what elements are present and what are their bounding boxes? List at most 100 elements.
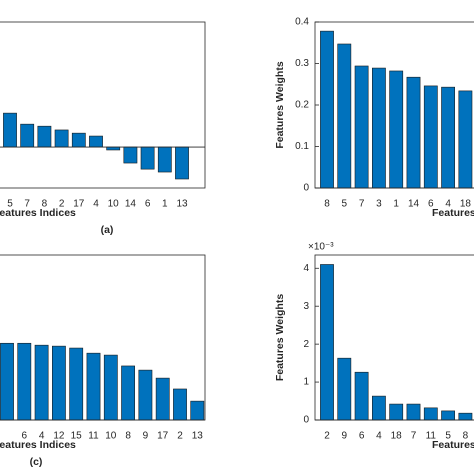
- x-tick-label: 8: [125, 431, 131, 442]
- bar: [89, 135, 103, 148]
- x-tick-label: 7: [411, 431, 417, 442]
- x-tick-label: 2: [324, 431, 330, 442]
- x-tick-label: 4: [39, 431, 45, 442]
- bar: [0, 342, 14, 421]
- bar: [320, 264, 334, 421]
- bar: [458, 412, 473, 421]
- y-tick-label: 4: [303, 263, 309, 274]
- x-tick-label: 15: [71, 431, 83, 442]
- x-tick-label: 7: [24, 199, 30, 210]
- x-tick-label: 14: [125, 199, 137, 210]
- bar: [354, 371, 369, 421]
- x-tick-label: 10: [105, 431, 117, 442]
- axes-box: [0, 21, 206, 189]
- y-tick-label: 0.2: [295, 100, 309, 111]
- bar: [123, 146, 138, 164]
- x-tick-label: 11: [426, 431, 437, 442]
- bar: [138, 369, 153, 421]
- bar: [441, 86, 455, 189]
- x-tick-label: 18: [391, 431, 403, 442]
- bar: [441, 410, 455, 421]
- bar: [69, 347, 84, 421]
- x-tick-label: 6: [428, 199, 434, 210]
- bar: [86, 352, 101, 421]
- bar: [389, 403, 404, 421]
- bar: [175, 146, 189, 180]
- bar: [103, 354, 118, 421]
- x-axis-label: Features Indices: [432, 439, 474, 451]
- bar: [51, 345, 66, 421]
- bar: [157, 146, 172, 173]
- x-axis-label: Features Indices: [0, 207, 76, 219]
- x-tick-label: 14: [408, 199, 420, 210]
- x-tick-label: 11: [88, 431, 99, 442]
- x-axis-label: Features Indices: [0, 439, 76, 451]
- bar: [423, 85, 438, 189]
- y-tick-label: 0: [303, 415, 309, 426]
- x-tick-label: 17: [73, 199, 85, 210]
- bar: [371, 395, 386, 421]
- x-tick-label: 5: [342, 199, 348, 210]
- bar: [423, 407, 438, 421]
- x-tick-label: 2: [59, 199, 65, 210]
- x-tick-label: 4: [93, 199, 99, 210]
- y-axis-label: Features Weights: [274, 294, 286, 381]
- x-tick-label: 17: [157, 431, 169, 442]
- bar: [3, 112, 17, 148]
- x-tick-label: 8: [42, 199, 48, 210]
- x-tick-label: 9: [342, 431, 348, 442]
- bar: [458, 90, 473, 189]
- x-tick-label: 12: [53, 431, 65, 442]
- x-tick-label: 10: [108, 199, 120, 210]
- caption: (a): [101, 224, 114, 236]
- bar: [389, 70, 404, 189]
- y-tick-label: 1: [303, 377, 309, 388]
- bar: [337, 43, 352, 189]
- bar: [337, 357, 352, 421]
- x-tick-label: 6: [145, 199, 151, 210]
- bar: [406, 403, 421, 421]
- bar: [106, 146, 121, 151]
- y-tick-label: 0.3: [295, 58, 309, 69]
- y-tick-label: 3: [303, 301, 309, 312]
- bar: [354, 65, 369, 189]
- bar: [140, 146, 155, 170]
- bar: [371, 67, 386, 189]
- bar: [20, 123, 35, 148]
- bar: [121, 365, 135, 421]
- y-tick-label: 0.1: [295, 141, 309, 152]
- bar: [173, 388, 187, 421]
- x-tick-label: 2: [177, 431, 183, 442]
- x-tick-label: 13: [176, 199, 188, 210]
- x-tick-label: 4: [376, 431, 382, 442]
- bar: [54, 129, 69, 148]
- bar: [190, 400, 205, 421]
- x-tick-label: 6: [22, 431, 28, 442]
- x-tick-label: 8: [324, 199, 330, 210]
- x-tick-label: 1: [393, 199, 399, 210]
- x-tick-label: 4: [445, 199, 451, 210]
- x-tick-label: 5: [7, 199, 13, 210]
- caption: (c): [30, 456, 43, 468]
- bar: [406, 76, 421, 189]
- x-tick-label: 1: [162, 199, 168, 210]
- bar: [71, 132, 86, 148]
- bar: [34, 344, 49, 421]
- x-tick-label: 9: [143, 431, 149, 442]
- bar: [320, 30, 334, 189]
- x-tick-label: 8: [463, 431, 469, 442]
- x-tick-label: 5: [445, 431, 451, 442]
- y-tick-label: 0.4: [295, 17, 309, 28]
- x-tick-label: 7: [359, 199, 365, 210]
- y-axis-label: Features Weights: [274, 61, 286, 148]
- bar: [17, 342, 32, 421]
- bar: [37, 125, 52, 148]
- y-tick-label: 0: [303, 183, 309, 194]
- bar: [155, 377, 170, 421]
- x-tick-label: 6: [359, 431, 365, 442]
- axis-multiplier: ×10⁻³: [308, 242, 334, 253]
- x-axis-label: Features Indices: [432, 207, 474, 219]
- y-tick-label: 2: [303, 339, 309, 350]
